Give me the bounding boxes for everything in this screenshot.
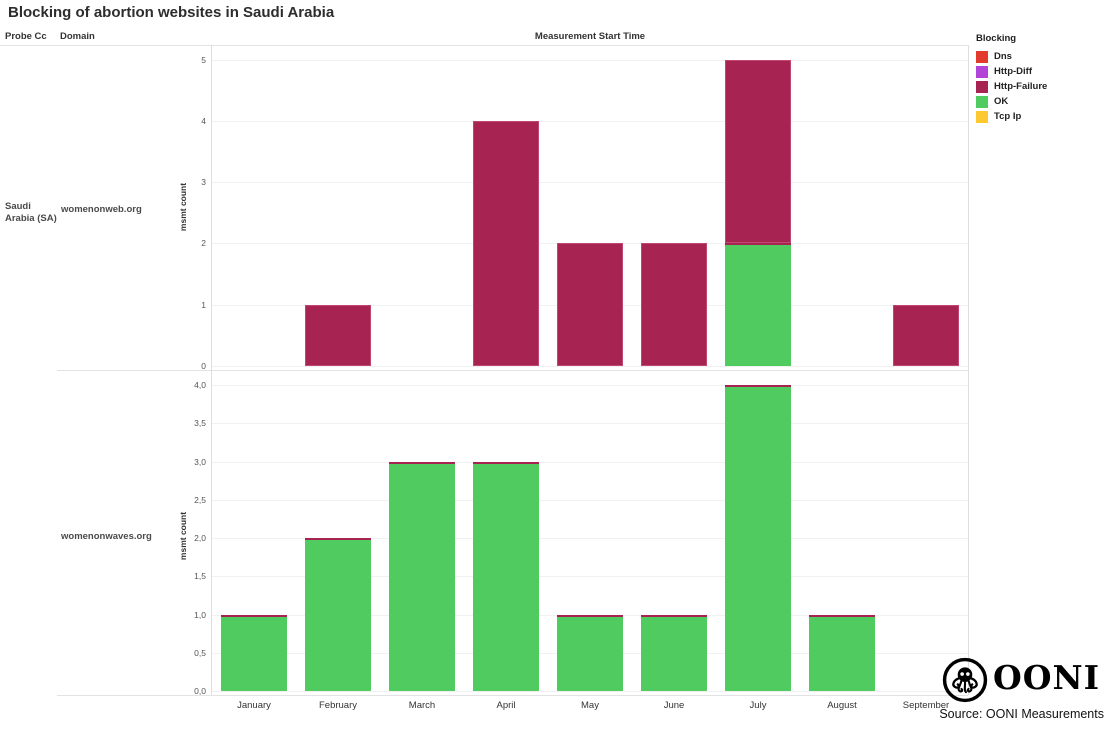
x-axis-title: Measurement Start Time	[534, 31, 646, 42]
bar-june-ok[interactable]	[641, 614, 707, 691]
legend-item-http-diff[interactable]: Http-Diff	[976, 64, 1108, 79]
plot-right-border	[968, 45, 969, 695]
gridline	[212, 423, 968, 425]
legend-item-http-failure[interactable]: Http-Failure	[976, 79, 1108, 94]
y-tick-label: 0,5	[194, 647, 206, 658]
bar-june-http-failure[interactable]	[641, 243, 707, 366]
bar-february-http-failure[interactable]	[305, 304, 371, 366]
bar-july-ok[interactable]	[725, 243, 791, 366]
x-axis-tick-labels: January February March April May June July Augu…	[212, 700, 968, 714]
column-header-probe-cc: Probe Cc	[5, 31, 47, 42]
gridline	[212, 182, 968, 184]
x-tick-april: April	[496, 700, 516, 711]
y-tick-label: 2	[201, 238, 206, 249]
row-label-domain-womenonwaves: womenonwaves.org	[61, 531, 152, 542]
y-tick-label: 4	[201, 115, 206, 126]
y-tick-label: 2,5	[194, 494, 206, 505]
x-tick-august: August	[827, 700, 857, 711]
x-tick-september: September	[902, 700, 950, 711]
y-tick-label: 5	[201, 54, 206, 65]
ooni-octopus-logo-icon	[941, 656, 989, 704]
legend-title: Blocking	[976, 33, 1017, 44]
row-label-probe-cc: Saudi Arabia (SA)	[5, 201, 57, 225]
row-label-domain-womenonweb: womenonweb.org	[61, 204, 142, 215]
column-header-domain: Domain	[60, 31, 95, 42]
legend-label: Http-Diff	[994, 65, 1032, 77]
plot-left-border	[211, 45, 212, 695]
y-tick-label: 0,0	[194, 686, 206, 696]
y-tick-label: 1,5	[194, 571, 206, 582]
legend-swatch-tcp-ip-icon	[976, 110, 988, 123]
gridline	[212, 120, 968, 122]
gridline	[212, 499, 968, 501]
y-tick-label: 2,0	[194, 533, 206, 543]
legend-label: Http-Failure	[994, 80, 1048, 92]
bar-may-ok[interactable]	[557, 614, 623, 691]
source-attribution: Source: OONI Measurements	[939, 707, 1104, 721]
y-tick-label: 1,0	[194, 609, 206, 620]
gridline	[212, 461, 968, 463]
y-tick-label: 3	[201, 177, 206, 188]
legend-swatch-http-diff-icon	[976, 65, 988, 78]
y-axis-label-top: msmt count	[178, 182, 188, 232]
bar-september-http-failure[interactable]	[893, 304, 959, 366]
legend-label: Tcp Ip	[994, 110, 1022, 122]
gridline	[212, 691, 968, 692]
bottom-axis-line	[57, 695, 968, 696]
y-tick-label: 3,0	[194, 456, 206, 467]
y-tick-label: 3,5	[194, 418, 206, 429]
y-tick-label: 1	[201, 299, 206, 310]
bar-april-ok[interactable]	[473, 461, 539, 691]
legend-item-dns[interactable]: Dns	[976, 49, 1108, 64]
bar-may-http-failure[interactable]	[557, 243, 623, 366]
bar-july-ok[interactable]	[725, 385, 791, 691]
x-tick-march: March	[408, 700, 436, 711]
panel-divider	[57, 370, 968, 371]
page-title: Blocking of abortion websites in Saudi A…	[8, 4, 335, 21]
gridline	[212, 538, 968, 539]
legend-item-tcp-ip[interactable]: Tcp Ip	[976, 109, 1108, 124]
chart-panel-womenonwaves	[212, 370, 968, 695]
y-tick-label: 4,0	[194, 380, 206, 390]
gridline	[212, 576, 968, 578]
x-tick-february: February	[318, 700, 357, 711]
legend-label: Dns	[994, 50, 1012, 62]
ooni-logo-wordmark: OONI	[993, 658, 1101, 697]
bar-july-http-failure[interactable]	[725, 59, 791, 244]
header-divider	[0, 45, 968, 46]
legend-swatch-ok-icon	[976, 95, 988, 108]
gridline	[212, 366, 968, 367]
y-tick-label: 0	[201, 361, 206, 371]
bar-march-ok[interactable]	[389, 461, 455, 691]
gridline	[212, 385, 968, 386]
bar-april-http-failure[interactable]	[473, 120, 539, 366]
chart-panel-womenonweb	[212, 45, 968, 370]
gridline	[212, 59, 968, 61]
legend-swatch-dns-icon	[976, 50, 988, 63]
bar-january-ok[interactable]	[221, 614, 287, 691]
x-tick-july: July	[749, 700, 767, 711]
bar-august-ok[interactable]	[809, 614, 875, 691]
legend-label: OK	[994, 95, 1009, 107]
legend-swatch-http-failure-icon	[976, 80, 988, 93]
x-tick-june: June	[663, 700, 685, 711]
legend: Blocking Dns Http-Diff Http-Failure OK Tcp I…	[976, 33, 1108, 124]
bar-february-ok[interactable]	[305, 538, 371, 691]
x-tick-january: January	[237, 700, 271, 711]
x-tick-may: May	[581, 700, 599, 711]
legend-item-ok[interactable]: OK	[976, 94, 1108, 109]
